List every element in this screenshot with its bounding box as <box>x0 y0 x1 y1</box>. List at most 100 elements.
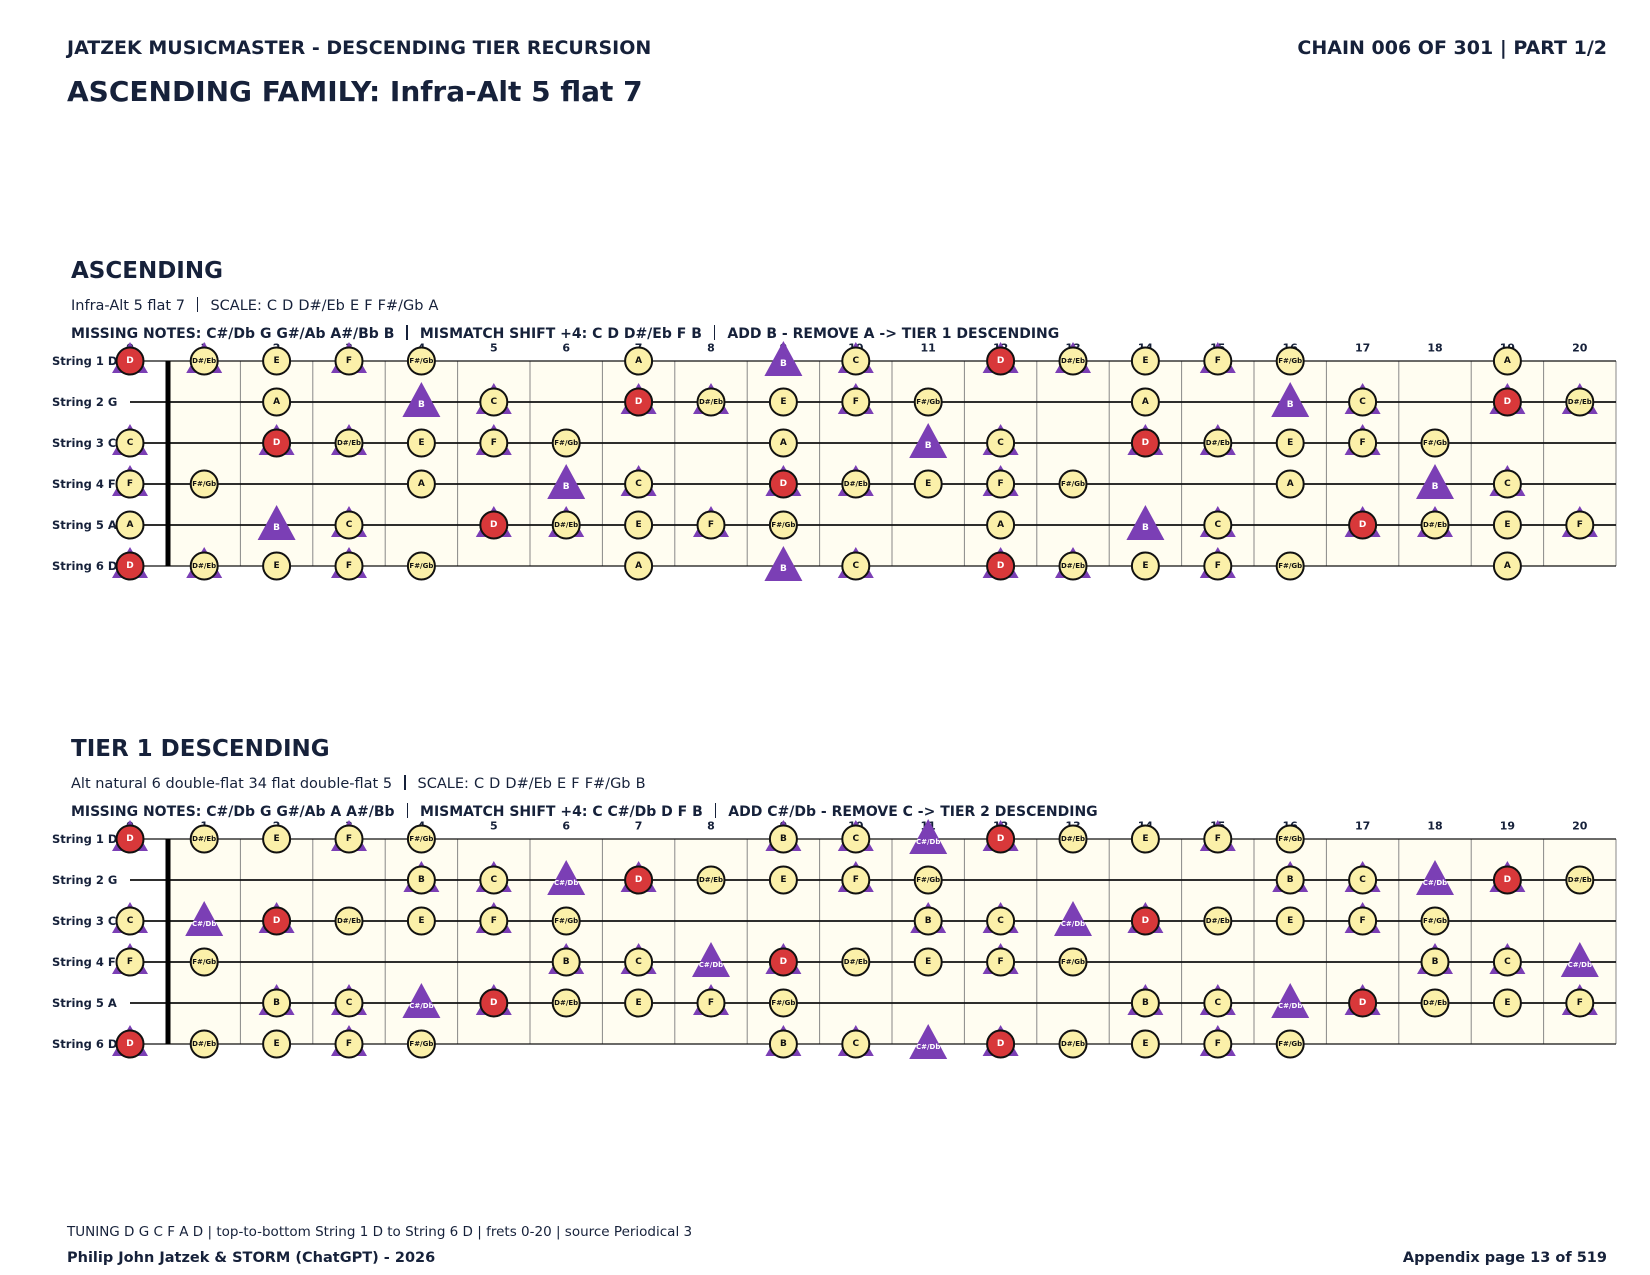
note-marker: A <box>1130 387 1160 417</box>
scale-circle <box>1275 428 1305 458</box>
scale-circle <box>334 988 364 1018</box>
note-label: B <box>1287 875 1294 885</box>
scale-circle <box>334 428 364 458</box>
note-marker: B <box>1416 464 1454 499</box>
note-marker: F <box>1199 820 1236 854</box>
note-label: C <box>1359 875 1366 885</box>
string-label: String 5 A <box>52 518 117 532</box>
note-label: D#/Eb <box>1568 876 1592 884</box>
note-marker: E <box>1130 551 1160 581</box>
string-label: String 2 G <box>52 395 117 409</box>
shift-triangle <box>909 1024 948 1059</box>
note-label: E <box>925 479 931 489</box>
fret-number: 7 <box>635 820 643 833</box>
scale-circle <box>1130 551 1160 581</box>
note-marker: F <box>1561 506 1598 540</box>
note-marker: D#/Eb <box>1561 383 1598 417</box>
note-label: F#/Gb <box>409 1040 433 1048</box>
note-label: A <box>1142 397 1149 407</box>
scale-circle <box>1565 865 1595 895</box>
note-marker: F <box>331 342 367 376</box>
note-marker: D#/Eb <box>551 988 581 1018</box>
note-marker: B <box>1127 984 1164 1018</box>
scale-circle <box>913 906 943 936</box>
note-label: F#/Gb <box>192 480 216 488</box>
scale-note-list: C D D#/Eb E F F#/Gb B <box>474 776 646 792</box>
scale-circle <box>1420 947 1450 977</box>
note-marker: C <box>982 902 1019 936</box>
scale-circle <box>913 865 943 895</box>
scale-circle <box>262 346 292 376</box>
note-marker: B <box>910 902 947 936</box>
fret-number: 8 <box>707 342 715 355</box>
fret-number: 17 <box>1355 820 1370 833</box>
note-marker: F <box>1344 902 1381 936</box>
scale-circle <box>1275 906 1305 936</box>
note-marker: B <box>257 505 296 540</box>
scale-circle <box>406 346 436 376</box>
note-marker: D <box>620 861 657 895</box>
note-marker: D <box>1489 861 1526 895</box>
note-label: C#/Db <box>916 838 940 846</box>
scale-note: B <box>635 776 646 792</box>
note-marker: D <box>1344 984 1381 1018</box>
note-marker: D#/Eb <box>186 342 223 376</box>
note-marker: E <box>624 510 654 540</box>
scale-circle <box>479 428 509 458</box>
scale-circle <box>696 988 726 1018</box>
separator <box>196 297 199 312</box>
note-marker: D <box>112 1025 148 1059</box>
scale-circle <box>768 1029 798 1059</box>
string-label: String 5 A <box>52 996 117 1010</box>
scale-circle <box>1348 428 1378 458</box>
scale-circle <box>406 469 436 499</box>
scale-circle <box>479 387 509 417</box>
shift-triangle <box>1271 382 1310 417</box>
note-marker: F <box>693 984 729 1018</box>
note-marker: C <box>837 342 874 376</box>
note-marker: D <box>1344 506 1381 540</box>
note-label: C#/Db <box>1568 961 1592 969</box>
note-marker: C#/Db <box>692 942 730 977</box>
note-label: A <box>273 397 280 407</box>
scale-circle <box>624 988 654 1018</box>
note-label: B <box>780 359 787 369</box>
scale-circle <box>115 1029 145 1059</box>
note-label: D#/Eb <box>337 439 361 447</box>
note-marker: F#/Gb <box>1058 469 1088 499</box>
scale-note: C <box>473 776 485 792</box>
note-marker: F#/Gb <box>1275 1029 1305 1059</box>
note-marker: D#/Eb <box>1058 824 1088 854</box>
note-marker: C <box>1199 506 1236 540</box>
scale-circle <box>1420 906 1450 936</box>
scale-circle <box>624 865 654 895</box>
note-marker: F <box>112 943 148 977</box>
note-label: D#/Eb <box>699 876 723 884</box>
scale-circle <box>841 947 871 977</box>
note-label: F <box>1215 561 1221 571</box>
note-label: D#/Eb <box>1423 999 1447 1007</box>
fret-number: 11 <box>921 342 936 355</box>
scale-circle <box>986 906 1016 936</box>
note-marker: C <box>1489 943 1526 977</box>
note-label: D#/Eb <box>1061 357 1085 365</box>
scale-circle <box>262 988 292 1018</box>
note-label: D#/Eb <box>192 835 216 843</box>
note-marker: F#/Gb <box>1058 947 1088 977</box>
note-label: E <box>418 438 424 448</box>
scale-circle <box>768 947 798 977</box>
scale-circle <box>986 428 1016 458</box>
scale-circle <box>1275 824 1305 854</box>
note-marker: C <box>331 506 367 540</box>
scale-circle <box>1348 510 1378 540</box>
missing-label: MISSING NOTES: <box>71 804 202 820</box>
note-marker: D <box>765 465 802 499</box>
note-marker: E <box>1130 824 1160 854</box>
note-label: D <box>780 479 787 489</box>
string-label: String 3 C <box>52 436 116 450</box>
scale-note-list: C D D#/Eb E F F#/Gb A <box>267 298 439 314</box>
note-marker: D <box>112 820 148 854</box>
note-label: B <box>1432 482 1439 492</box>
note-marker: D#/Eb <box>331 424 367 458</box>
note-marker: E <box>406 906 436 936</box>
